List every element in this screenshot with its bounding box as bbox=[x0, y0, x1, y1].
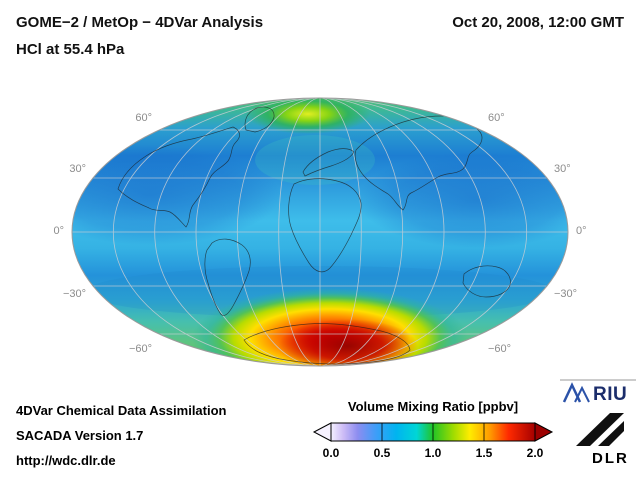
credit-assimilation: 4DVar Chemical Data Assimilation bbox=[16, 403, 227, 418]
colorbar-tick-4: 2.0 bbox=[526, 446, 544, 460]
colorbar-title: Volume Mixing Ratio [ppbv] bbox=[347, 399, 519, 414]
riu-logo-text: RIU bbox=[593, 384, 628, 405]
lat-label-left-30: 30° bbox=[69, 163, 86, 175]
north-atlantic-patch bbox=[255, 135, 375, 185]
lat-label-right-0: 0° bbox=[576, 225, 587, 237]
dlr-logo-icon bbox=[576, 413, 624, 446]
lat-label-right--60: −60° bbox=[488, 343, 512, 355]
lat-label-right--30: −30° bbox=[554, 288, 578, 300]
colorbar-tick-0: 0.0 bbox=[322, 446, 340, 460]
lat-label-right-30: 30° bbox=[554, 163, 571, 175]
colorbar-tick-2: 1.0 bbox=[424, 446, 442, 460]
plot-datetime: Oct 20, 2008, 12:00 GMT bbox=[452, 14, 624, 31]
graticule bbox=[72, 98, 568, 366]
asia-low bbox=[358, 152, 568, 248]
lat-label-right-60: 60° bbox=[488, 112, 505, 124]
lat-label-left-0: 0° bbox=[53, 225, 64, 237]
colorbar-tick-marks bbox=[381, 423, 485, 441]
coastlines bbox=[117, 106, 511, 365]
lat-label-left-60: 60° bbox=[135, 112, 152, 124]
colorbar-tick-1: 0.5 bbox=[373, 446, 391, 460]
plot-title: GOME−2 / MetOp − 4DVar Analysis bbox=[16, 14, 264, 31]
colorbar bbox=[312, 422, 554, 442]
colorbar-tick-3: 1.5 bbox=[475, 446, 493, 460]
credit-version: SACADA Version 1.7 bbox=[16, 428, 144, 443]
credit-url: http://wdc.dlr.de bbox=[16, 453, 116, 468]
colorbar-left-arrow bbox=[312, 422, 332, 442]
dlr-logo-text: DLR bbox=[592, 450, 629, 467]
world-map bbox=[71, 97, 569, 367]
lat-label-left--30: −30° bbox=[62, 288, 86, 300]
riu-logo-icon bbox=[560, 379, 636, 403]
north-polar-high bbox=[246, 98, 370, 134]
lat-label-left--60: −60° bbox=[128, 343, 152, 355]
colorbar-right-arrow bbox=[534, 422, 554, 442]
plot-subtitle: HCl at 55.4 hPa bbox=[16, 41, 125, 58]
map-outline bbox=[71, 97, 569, 367]
